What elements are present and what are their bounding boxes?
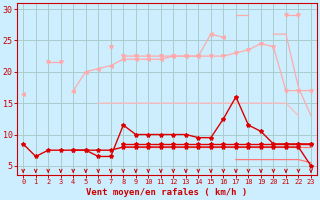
X-axis label: Vent moyen/en rafales ( km/h ): Vent moyen/en rafales ( km/h ) [86,188,248,197]
